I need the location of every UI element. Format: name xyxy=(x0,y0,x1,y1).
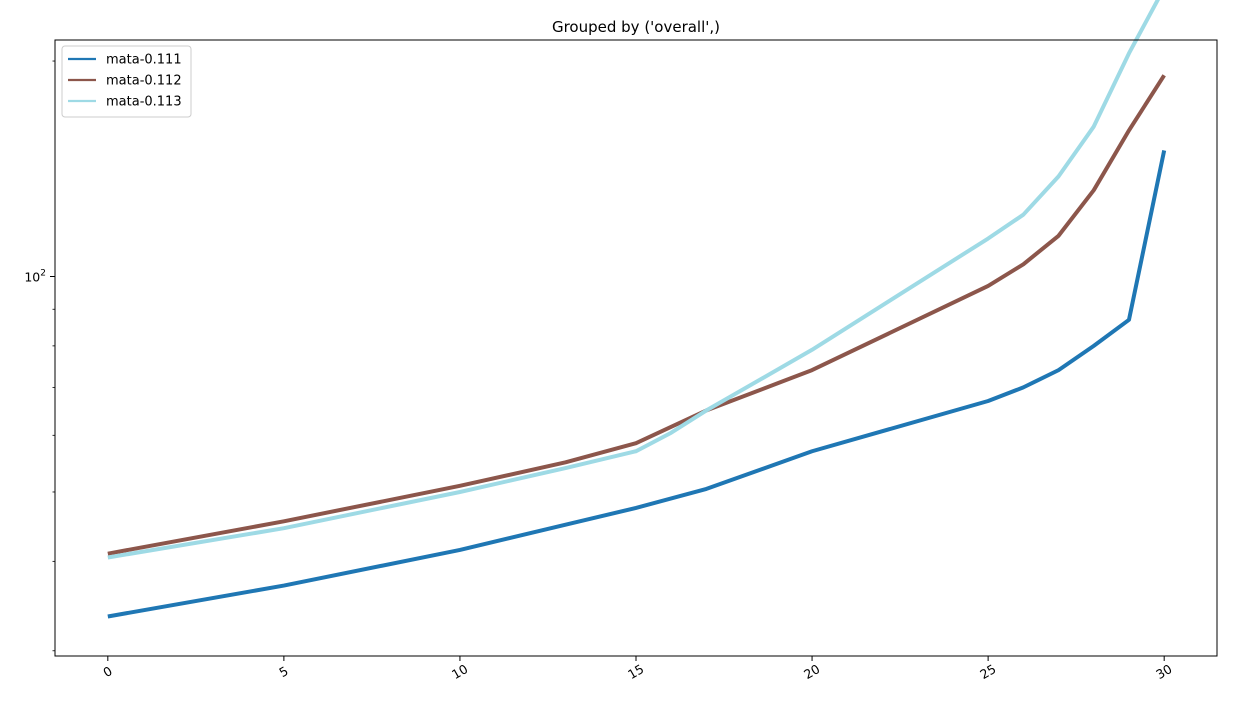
legend-label-0: mata-0.111 xyxy=(106,53,182,68)
x-tick-label: 20 xyxy=(801,661,822,682)
legend-label-1: mata-0.112 xyxy=(106,74,182,89)
x-tick-label: 5 xyxy=(276,663,290,680)
x-axis: 0 5 10 15 20 25 30 xyxy=(100,656,1175,682)
series-lines xyxy=(107,0,1167,619)
x-tick-label: 0 xyxy=(100,663,114,680)
y-axis: 102 xyxy=(24,60,55,652)
x-tick-label: 25 xyxy=(977,661,998,682)
series-line-2 xyxy=(107,0,1160,560)
x-tick-label: 15 xyxy=(625,661,646,682)
series-line-1 xyxy=(107,74,1166,556)
x-tick-label: 10 xyxy=(449,661,470,682)
x-tick-label: 30 xyxy=(1153,661,1174,682)
plot-background xyxy=(55,40,1217,656)
series-line-0 xyxy=(107,150,1167,619)
legend: mata-0.111 mata-0.112 mata-0.113 xyxy=(61,45,192,118)
y-tick-label: 102 xyxy=(24,269,46,285)
chart-title: Grouped by ('overall',) xyxy=(552,18,720,36)
legend-label-2: mata-0.113 xyxy=(106,95,182,110)
legend-box xyxy=(61,45,192,118)
